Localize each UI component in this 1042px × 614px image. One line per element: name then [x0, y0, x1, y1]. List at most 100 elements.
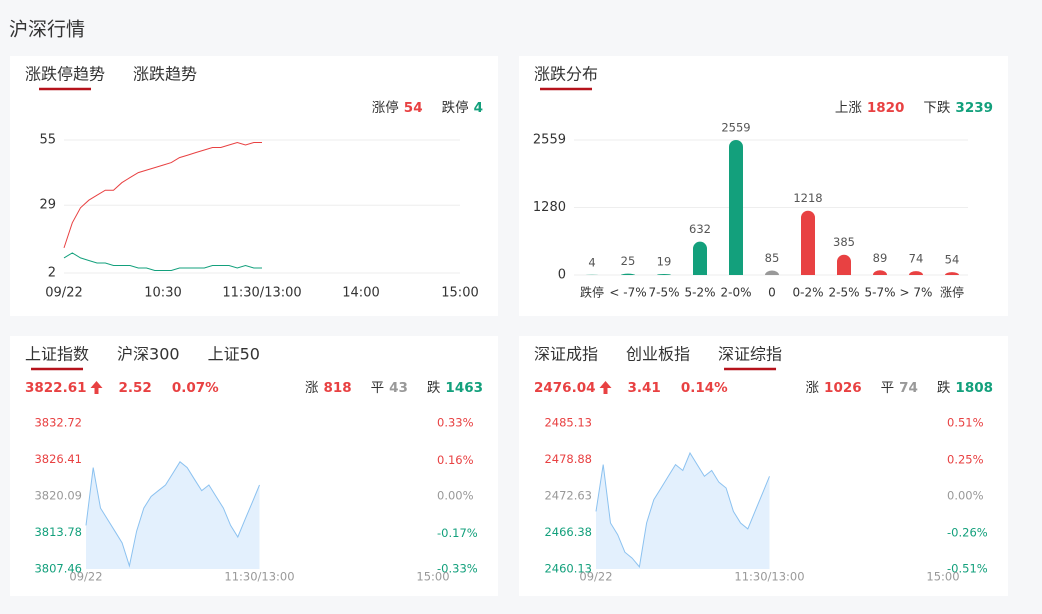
y-tick-label: 55: [39, 133, 56, 148]
y2-tick-label: 0.00%: [437, 489, 474, 503]
bar: [657, 273, 671, 275]
value-label: 4: [588, 255, 595, 269]
stat-label: 平: [371, 380, 385, 396]
stat-value: 3239: [955, 100, 993, 116]
y2-tick-label: -0.33%: [437, 562, 478, 576]
stat-label: 跌: [937, 380, 951, 396]
x-tick-label: 09/22: [69, 570, 102, 584]
quote-change: 3.41: [628, 380, 661, 396]
quote-change: 2.52: [119, 380, 152, 396]
up-arrow: [90, 381, 103, 394]
bar: [945, 272, 959, 275]
x-tick-label: 09/22: [579, 570, 612, 584]
quote-pct: 0.07%: [172, 380, 219, 396]
y-tick-label: 2478.88: [544, 452, 592, 466]
stat: 跌 1463: [427, 380, 483, 396]
y-tick-label: 2460.13: [544, 562, 592, 576]
x-tick-label: 11:30/13:00: [224, 570, 294, 584]
stat-label: 涨: [806, 380, 820, 396]
stat: 涨停 54: [372, 99, 423, 116]
value-label: 89: [873, 251, 888, 265]
bar: [801, 210, 815, 275]
quote-price: 3822.61: [25, 380, 87, 396]
bar: [837, 254, 852, 275]
x-tick-label: 15:00: [441, 286, 478, 301]
tab[interactable]: 深证综指: [718, 345, 782, 364]
stat-label: 下跌: [923, 100, 951, 116]
tab[interactable]: 涨跌分布: [534, 65, 598, 84]
stat-value: 1820: [867, 100, 905, 116]
x-tick-label: 跌停: [580, 285, 604, 300]
line: [595, 451, 770, 568]
tab[interactable]: 深证成指: [534, 345, 598, 364]
x-tick-label: 2-0%: [720, 286, 751, 300]
tab[interactable]: 上证指数: [25, 345, 89, 364]
tab[interactable]: 涨跌趋势: [133, 65, 197, 84]
y-tick-label: 2559: [533, 133, 566, 148]
bar: [729, 140, 743, 275]
stat-value: 54: [404, 100, 423, 116]
x-tick-label: < -7%: [609, 286, 646, 300]
x-tick-label: 7-5%: [648, 286, 679, 300]
stat-value: 818: [323, 380, 351, 396]
stat-label: 跌停: [442, 99, 469, 116]
y-tick-label: 3820.09: [34, 489, 82, 503]
stat-label: 上涨: [835, 100, 863, 116]
stat-value: 4: [474, 100, 483, 116]
stat-label: 跌: [427, 380, 441, 396]
x-tick-label: 14:00: [342, 286, 379, 301]
tab[interactable]: 涨跌停趋势: [25, 65, 105, 84]
stat-label: 平: [881, 380, 895, 396]
bar: [909, 271, 923, 275]
x-tick-label: 0-2%: [792, 286, 823, 300]
y2-tick-label: 0.16%: [437, 453, 474, 467]
line: [63, 252, 262, 271]
quote-pct: 0.14%: [681, 380, 728, 396]
y2-tick-label: 0.51%: [947, 416, 984, 430]
bar: [693, 241, 708, 275]
value-label: 385: [833, 235, 855, 249]
stat: 下跌 3239: [923, 100, 993, 116]
value-label: 25: [621, 254, 636, 268]
x-tick-label: 09/22: [45, 286, 82, 301]
stat-value: 74: [899, 380, 918, 396]
up-arrow: [599, 381, 612, 394]
value-label: 2559: [721, 121, 750, 135]
y2-tick-label: 0.25%: [947, 453, 984, 467]
stat: 平 43: [371, 380, 408, 396]
y-tick-label: 3826.41: [34, 452, 82, 466]
stat-value: 1808: [955, 380, 993, 396]
stat: 涨 1026: [806, 380, 862, 396]
y2-tick-label: -0.26%: [947, 526, 988, 540]
tab[interactable]: 创业板指: [626, 345, 690, 364]
stat-label: 涨: [305, 380, 319, 396]
y2-tick-label: 0.00%: [947, 489, 984, 503]
x-tick-label: 11:30/13:00: [734, 570, 804, 584]
area: [86, 461, 260, 569]
y-tick-label: 0: [558, 268, 566, 283]
x-tick-label: 0: [768, 286, 776, 300]
y2-tick-label: -0.51%: [947, 562, 988, 576]
value-label: 74: [909, 252, 924, 266]
value-label: 19: [657, 254, 672, 268]
y2-tick-label: -0.17%: [437, 526, 478, 540]
y-tick-label: 3813.78: [34, 525, 82, 539]
y-tick-label: 2466.38: [544, 525, 592, 539]
x-tick-label: > 7%: [900, 286, 933, 300]
x-tick-label: 5-7%: [864, 286, 895, 300]
x-tick-label: 15:00: [416, 570, 449, 584]
y2-tick-label: 0.33%: [437, 416, 474, 430]
x-tick-label: 5-2%: [684, 286, 715, 300]
y-tick-label: 3832.72: [34, 416, 82, 430]
x-tick-label: 2-5%: [828, 286, 859, 300]
value-label: 1218: [793, 191, 822, 205]
value-label: 85: [765, 251, 780, 265]
y-tick-label: 2485.13: [544, 416, 592, 430]
line: [63, 141, 262, 249]
value-label: 632: [689, 222, 711, 236]
tab[interactable]: 上证50: [208, 345, 260, 364]
y-tick-label: 2472.63: [544, 489, 592, 503]
tab[interactable]: 沪深300: [117, 345, 180, 364]
